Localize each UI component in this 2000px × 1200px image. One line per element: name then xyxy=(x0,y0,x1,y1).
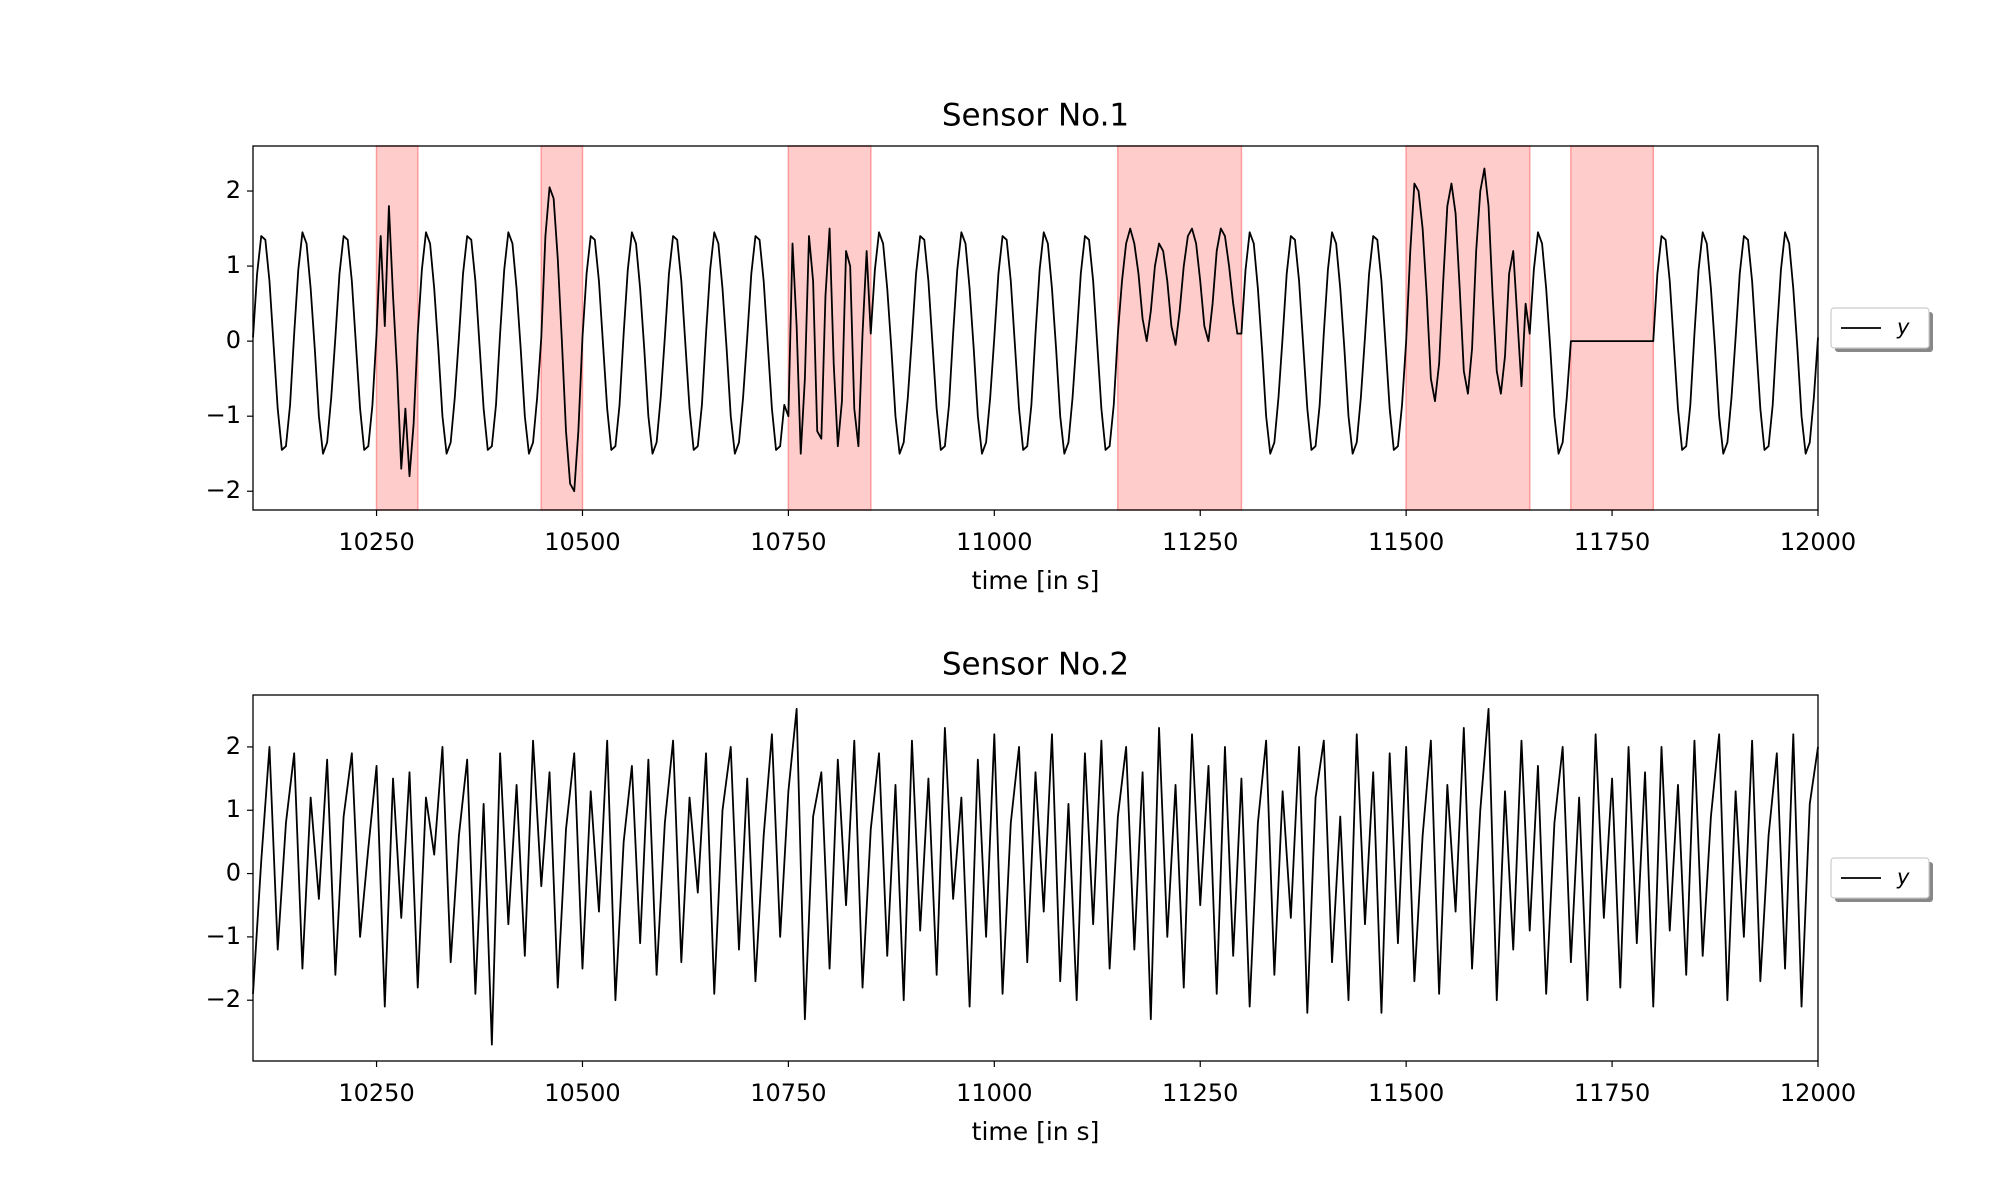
axes-frame xyxy=(252,694,1819,1062)
x-tick-label: 11750 xyxy=(1574,1079,1650,1107)
anomaly-span xyxy=(1405,145,1531,511)
data-line xyxy=(252,167,1819,493)
y-tick-label: 1 xyxy=(226,795,241,823)
x-tick-label: 10250 xyxy=(338,528,414,556)
y-tick-label: −1 xyxy=(206,401,241,429)
x-tick-label: 11500 xyxy=(1368,1079,1444,1107)
x-axis-label: time [in s] xyxy=(972,566,1100,595)
legend-label: y xyxy=(1896,865,1910,889)
x-tick-label: 10500 xyxy=(544,1079,620,1107)
x-tick-label: 12000 xyxy=(1780,528,1856,556)
x-axis-label: time [in s] xyxy=(972,1117,1100,1146)
anomaly-span xyxy=(787,145,872,511)
x-tick-label: 11250 xyxy=(1162,1079,1238,1107)
x-tick-label: 11250 xyxy=(1162,528,1238,556)
x-tick-label: 10750 xyxy=(750,1079,826,1107)
anomaly-span xyxy=(1117,145,1243,511)
y-tick-label: −2 xyxy=(206,985,241,1013)
chart-title: Sensor No.1 xyxy=(942,98,1129,134)
chart-title: Sensor No.2 xyxy=(942,647,1129,683)
y-tick-label: −2 xyxy=(206,476,241,504)
y-tick-label: −1 xyxy=(206,922,241,950)
legend-label: y xyxy=(1896,315,1910,339)
x-tick-label: 10250 xyxy=(338,1079,414,1107)
y-tick-label: 0 xyxy=(226,326,241,354)
x-tick-label: 10500 xyxy=(544,528,620,556)
x-tick-label: 11000 xyxy=(956,528,1032,556)
axes-frame xyxy=(252,145,1819,511)
data-line xyxy=(252,708,1819,1046)
y-tick-label: 2 xyxy=(226,732,241,760)
anomaly-span xyxy=(1570,145,1655,511)
x-tick-label: 11500 xyxy=(1368,528,1444,556)
y-tick-label: 1 xyxy=(226,251,241,279)
x-tick-label: 12000 xyxy=(1780,1079,1856,1107)
x-tick-label: 11000 xyxy=(956,1079,1032,1107)
y-tick-label: 2 xyxy=(226,176,241,204)
x-tick-label: 11750 xyxy=(1574,528,1650,556)
y-tick-label: 0 xyxy=(226,859,241,887)
x-tick-label: 10750 xyxy=(750,528,826,556)
